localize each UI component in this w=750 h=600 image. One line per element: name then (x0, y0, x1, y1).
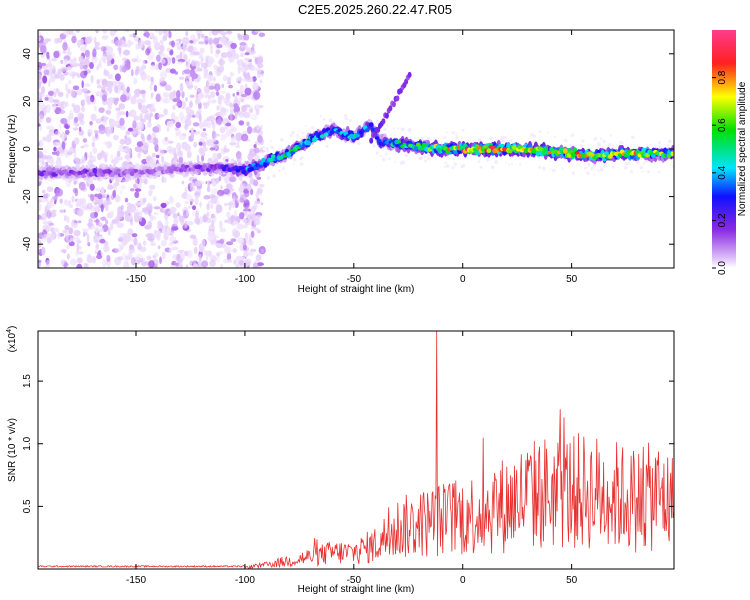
spectral-ridge (38, 118, 674, 182)
snr-frame (37, 330, 675, 570)
colorbar-label: Normalized spectral amplitude (737, 81, 748, 216)
noise-speckle (38, 30, 674, 268)
snr-x-axis-label: Height of straight line (km) (298, 584, 415, 595)
colorbar-tick-label: 0.8 (717, 70, 728, 84)
colorbar-tick-label: 0.6 (717, 118, 728, 132)
snr-x-tick-label: 0 (460, 575, 466, 586)
snr-x-tick-label: 50 (566, 575, 578, 586)
spectrogram-plot-area (38, 30, 674, 268)
snr-x-tick-label: -150 (126, 575, 146, 586)
snr-y-unit: (x104) (6, 326, 18, 353)
spectrogram-y-tick-label: 20 (22, 95, 33, 107)
colorbar: 0.0 0.2 0.4 0.6 0.8 Normalized spectral ampl… (712, 30, 748, 275)
spectrogram-x-tick-label: -150 (126, 274, 146, 285)
snr-series-line (38, 331, 674, 569)
spectrogram-y-tick-label: 40 (22, 48, 33, 60)
colorbar-gradient (712, 30, 736, 268)
spectrogram-panel: -150 -100 -50 0 50 -40 -20 0 20 40 Height of str… (7, 29, 675, 295)
snr-y-tick-label: 1.0 (22, 436, 33, 450)
snr-y-axis-label: SNR (10 * v/v) (7, 418, 18, 482)
snr-x-tick-label: -100 (235, 575, 255, 586)
colorbar-tick-label: 0.2 (717, 213, 728, 227)
snr-y-tick-label: 0.5 (22, 499, 33, 513)
spectral-branch (369, 71, 412, 144)
spectrogram-x-tick-label: 50 (566, 274, 578, 285)
snr-panel: -150 -100 -50 0 50 0.5 1.0 1.5 Height of strai… (6, 326, 675, 595)
colorbar-tick-label: 0.4 (717, 165, 728, 179)
svg-text:(x104): (x104) (6, 326, 18, 353)
spectrogram-x-tick-label: -100 (235, 274, 255, 285)
spectrogram-y-tick-label: 0 (22, 146, 33, 152)
spectrogram-y-tick-label: -20 (22, 189, 33, 204)
spectrogram-y-tick-label: -40 (22, 237, 33, 252)
snr-x-tick-label: -50 (347, 575, 362, 586)
spectrogram-x-tick-label: 0 (460, 274, 466, 285)
spectrogram-y-axis-label: Frequency (Hz) (7, 115, 18, 184)
spectrogram-x-tick-label: -50 (347, 274, 362, 285)
colorbar-tick-label: 0.0 (717, 261, 728, 275)
snr-y-tick-label: 1.5 (22, 374, 33, 388)
spectrogram-x-axis-label: Height of straight line (km) (298, 284, 415, 295)
chart-title: C2E5.2025.260.22.47.R05 (298, 2, 452, 17)
